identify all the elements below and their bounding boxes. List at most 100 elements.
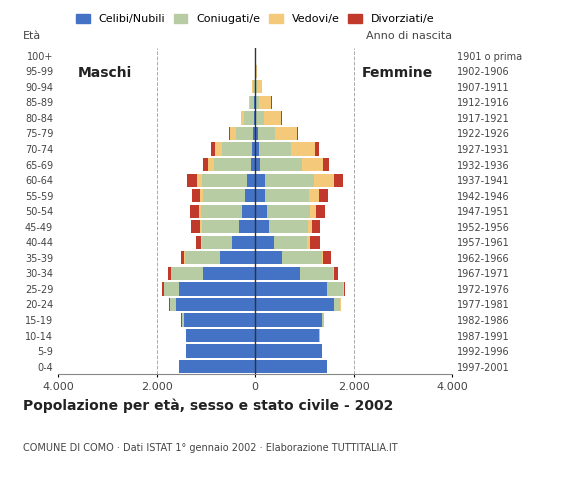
Text: Anno di nascita: Anno di nascita: [367, 32, 452, 41]
Bar: [184, 313, 255, 326]
Bar: [236, 127, 253, 140]
Bar: [187, 173, 197, 187]
Bar: [202, 220, 239, 233]
Bar: [239, 220, 255, 233]
Bar: [256, 96, 259, 109]
Bar: [255, 313, 322, 326]
Bar: [291, 143, 316, 156]
Bar: [200, 220, 202, 233]
Bar: [211, 143, 215, 156]
Bar: [258, 127, 275, 140]
Bar: [203, 158, 208, 171]
Text: Maschi: Maschi: [78, 66, 132, 80]
Bar: [256, 111, 264, 124]
Bar: [232, 236, 255, 249]
Bar: [168, 267, 171, 280]
Bar: [309, 220, 313, 233]
Bar: [204, 189, 245, 202]
Bar: [229, 127, 230, 140]
Bar: [319, 189, 328, 202]
Bar: [255, 345, 322, 358]
Bar: [254, 96, 255, 109]
Bar: [307, 236, 310, 249]
Bar: [313, 220, 320, 233]
Bar: [310, 189, 319, 202]
Bar: [176, 298, 255, 311]
Bar: [190, 204, 199, 218]
Bar: [241, 111, 244, 124]
Bar: [334, 267, 338, 280]
Bar: [255, 329, 319, 342]
Bar: [244, 111, 253, 124]
Bar: [251, 96, 254, 109]
Bar: [255, 298, 334, 311]
Bar: [215, 143, 222, 156]
Bar: [222, 143, 252, 156]
Bar: [255, 173, 264, 187]
Bar: [265, 189, 310, 202]
Bar: [201, 236, 202, 249]
Bar: [327, 282, 343, 296]
Bar: [323, 158, 329, 171]
Bar: [255, 158, 260, 171]
Bar: [195, 236, 201, 249]
Text: Femmine: Femmine: [361, 66, 433, 80]
Bar: [334, 298, 340, 311]
Bar: [202, 236, 232, 249]
Bar: [186, 329, 255, 342]
Bar: [255, 236, 274, 249]
Bar: [255, 96, 256, 109]
Bar: [172, 267, 204, 280]
Bar: [264, 173, 314, 187]
Bar: [343, 282, 344, 296]
Bar: [255, 65, 257, 78]
Bar: [253, 127, 255, 140]
Bar: [186, 345, 255, 358]
Bar: [253, 111, 255, 124]
Bar: [255, 360, 327, 373]
Bar: [247, 173, 255, 187]
Bar: [242, 204, 255, 218]
Bar: [316, 204, 325, 218]
Bar: [164, 282, 179, 296]
Bar: [253, 80, 255, 94]
Bar: [344, 282, 345, 296]
Bar: [185, 251, 220, 264]
Bar: [255, 143, 259, 156]
Bar: [256, 80, 257, 94]
Text: Popolazione per età, sesso e stato civile - 2002: Popolazione per età, sesso e stato civil…: [23, 399, 394, 413]
Bar: [260, 158, 302, 171]
Bar: [255, 267, 300, 280]
Bar: [201, 189, 204, 202]
Bar: [204, 267, 255, 280]
Bar: [322, 251, 324, 264]
Bar: [230, 127, 236, 140]
Bar: [249, 96, 251, 109]
Bar: [255, 111, 256, 124]
Bar: [333, 267, 334, 280]
Bar: [191, 189, 201, 202]
Bar: [255, 282, 327, 296]
Bar: [245, 189, 255, 202]
Legend: Celibi/Nubili, Coniugati/e, Vedovi/e, Divorziati/e: Celibi/Nubili, Coniugati/e, Vedovi/e, Di…: [73, 11, 437, 27]
Bar: [184, 251, 185, 264]
Bar: [264, 111, 281, 124]
Bar: [310, 236, 320, 249]
Bar: [257, 80, 262, 94]
Bar: [197, 173, 202, 187]
Bar: [259, 143, 291, 156]
Bar: [169, 298, 170, 311]
Bar: [162, 282, 164, 296]
Bar: [179, 282, 255, 296]
Bar: [208, 158, 214, 171]
Bar: [267, 204, 310, 218]
Bar: [182, 313, 184, 326]
Bar: [255, 204, 267, 218]
Bar: [322, 313, 324, 326]
Bar: [170, 298, 176, 311]
Bar: [275, 127, 297, 140]
Bar: [282, 251, 322, 264]
Bar: [297, 127, 298, 140]
Bar: [274, 236, 307, 249]
Bar: [270, 220, 309, 233]
